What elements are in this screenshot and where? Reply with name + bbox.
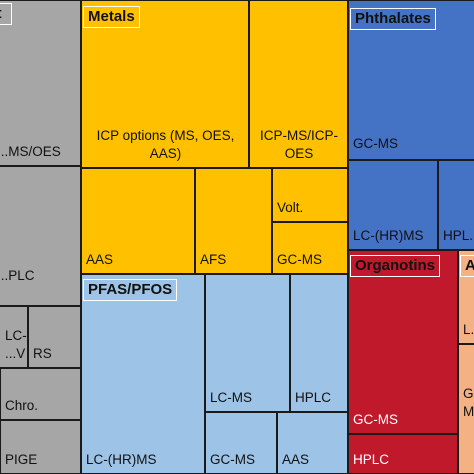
treemap-cell: AFS — [195, 168, 272, 274]
treemap-cell: Volt. — [272, 168, 348, 222]
treemap-cell: LC-(HR)MS — [348, 160, 438, 250]
treemap-cell-label: L... — [463, 322, 474, 337]
treemap-cell-label: RS — [33, 346, 52, 362]
treemap-cell-label: LC- ...V — [5, 328, 27, 362]
treemap-cell-label: ICP-MS/ICP- OES — [259, 128, 338, 162]
treemap-cell-label: GC-MS — [353, 412, 398, 428]
treemap-cell-label: G...M... — [463, 386, 474, 419]
treemap-cell: ICP-MS/ICP- OES — [249, 0, 348, 168]
treemap-cell-label: AAS — [282, 452, 310, 468]
treemap-cell: G...M... — [458, 344, 474, 474]
treemap-cell: LC-MS — [205, 274, 290, 412]
treemap-cell-label: ICP options (MS, OES, AAS) — [96, 128, 235, 162]
treemap-cell-label: GC-MS — [210, 452, 255, 468]
treemap-cell: RS — [28, 306, 81, 368]
treemap-group-label: PFAS/PFOS — [83, 279, 178, 301]
treemap-cell: LC-(HR)MS — [81, 274, 205, 474]
treemap-cell-label: Volt. — [277, 200, 304, 216]
treemap-cell: HPLC — [348, 434, 458, 474]
treemap-cell: ...MS/OES — [0, 0, 81, 166]
treemap-cell-label: HPLC — [353, 452, 390, 468]
treemap-cell-label: ...MS/OES — [0, 144, 61, 160]
treemap-cell: GC-MS — [205, 412, 277, 474]
treemap-cell-label: GC-MS — [353, 136, 398, 152]
treemap-cell: GC-MS — [272, 222, 348, 274]
treemap-cell-label: AAS — [86, 252, 114, 268]
treemap-cell: LC- ...V — [0, 306, 28, 368]
treemap-cell-label: GC-MS — [277, 252, 322, 268]
treemap-cell-label: ...PLC — [0, 268, 35, 284]
treemap-cell: Chro. — [0, 368, 81, 420]
treemap-cell: HPLC — [290, 274, 348, 412]
treemap-cell-label: PIGE — [5, 452, 38, 468]
treemap-cell: PIGE — [0, 420, 81, 474]
treemap-cell-label: HPLC — [295, 390, 332, 406]
treemap-cell: GC-MS — [348, 250, 458, 434]
treemap-group-label: Metals — [83, 6, 140, 28]
treemap-cell: ...PLC — [0, 166, 81, 306]
treemap-cell-label: LC-MS — [210, 390, 253, 406]
treemap-group-label: ...pt — [0, 3, 12, 25]
treemap-cell-label: LC-(HR)MS — [353, 228, 424, 244]
treemap-cell: AAS — [81, 168, 195, 274]
treemap-cell-label: LC-(HR)MS — [86, 452, 157, 468]
treemap-group-label: Phthalates — [350, 8, 436, 30]
treemap-cell: AAS — [277, 412, 348, 474]
treemap-group-label: A... — [460, 255, 474, 277]
treemap-group-label: Organotins — [350, 255, 441, 277]
treemap-cell: HPL... — [438, 160, 474, 250]
treemap-cell-label: Chro. — [5, 398, 39, 414]
treemap-cell: ICP options (MS, OES, AAS) — [81, 0, 249, 168]
treemap-cell-label: AFS — [200, 252, 227, 268]
treemap-cell-label: HPL... — [443, 228, 474, 244]
